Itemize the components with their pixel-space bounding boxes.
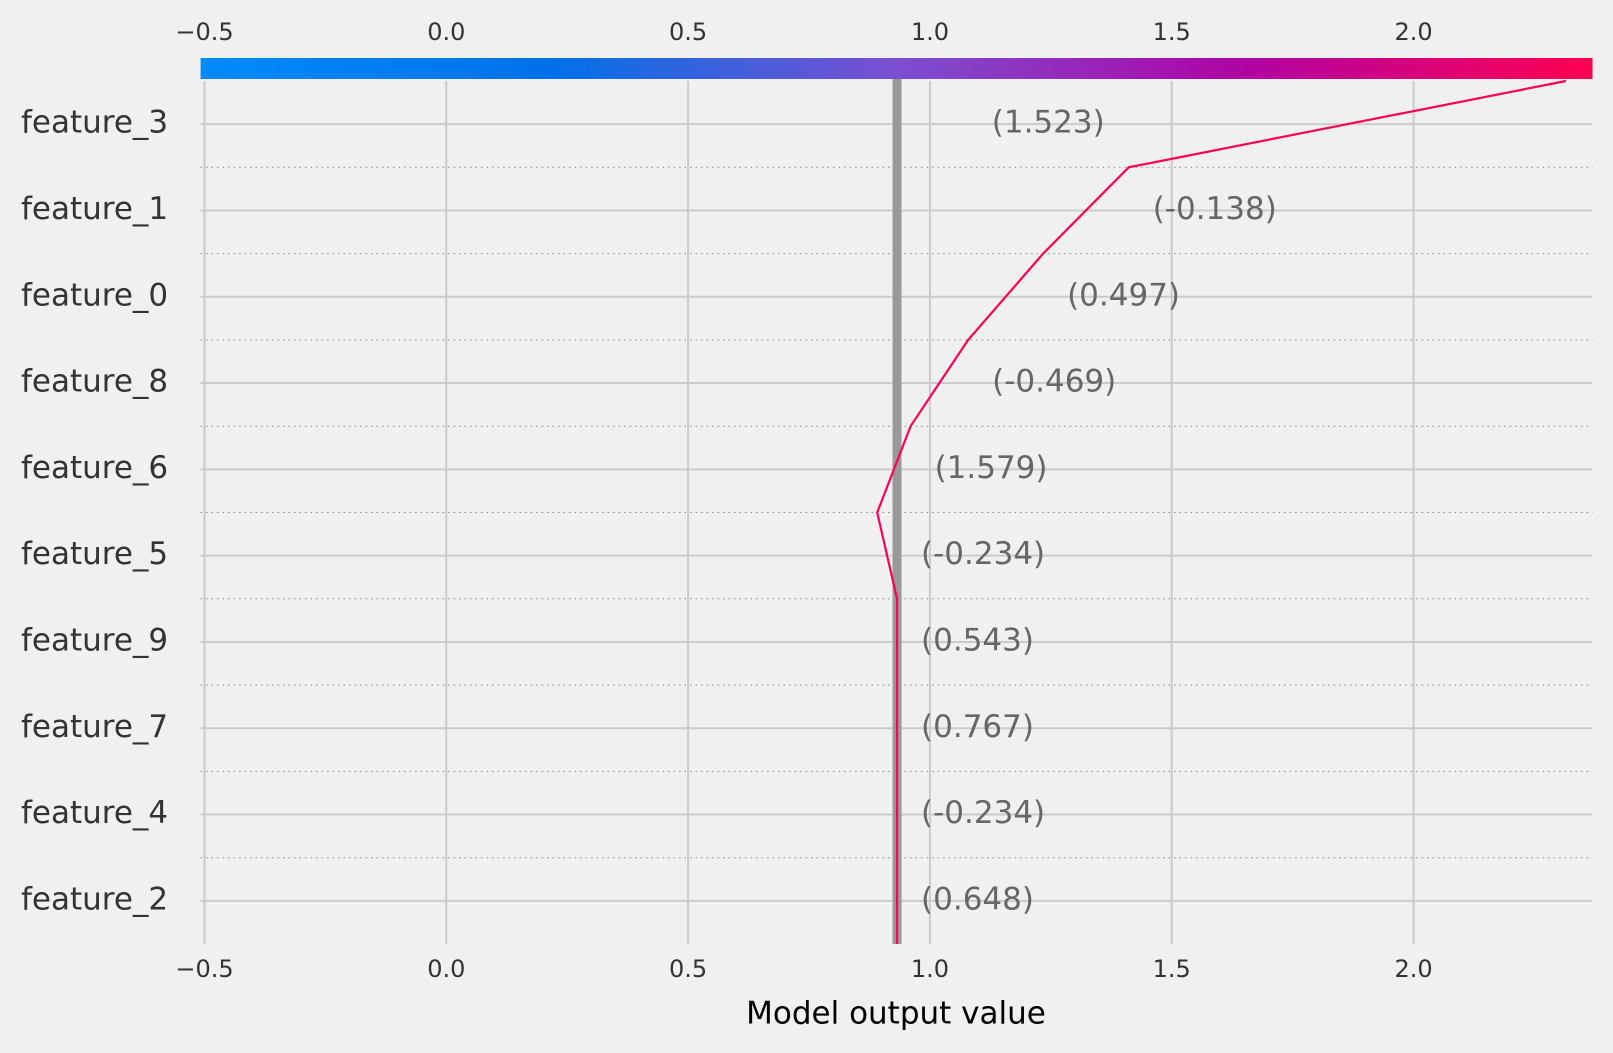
feature-label: feature_7 (21, 709, 168, 745)
x-axis-label: Model output value (746, 996, 1046, 1032)
feature-value-label: (1.579) (935, 450, 1048, 486)
colorbar-tick-label: 1.0 (911, 18, 949, 46)
x-tick-label: 1.5 (1153, 955, 1191, 983)
feature-label: feature_1 (21, 191, 168, 227)
feature-label: feature_5 (21, 536, 168, 572)
colorbar-tick-label: 2.0 (1394, 18, 1432, 46)
feature-label: feature_9 (21, 622, 168, 658)
feature-value-label: (0.648) (921, 881, 1034, 917)
colorbar-tick-label: 0.5 (669, 18, 707, 46)
x-tick-label: 0.5 (669, 955, 707, 983)
colorbar (200, 58, 1593, 79)
x-tick-label: 0.0 (427, 955, 465, 983)
feature-label: feature_2 (21, 881, 168, 917)
feature-value-label: (-0.234) (921, 795, 1045, 831)
feature-label: feature_6 (21, 450, 168, 486)
colorbar-tick-label: 1.5 (1153, 18, 1191, 46)
feature-label: feature_3 (21, 105, 168, 141)
feature-label: feature_4 (21, 795, 168, 831)
feature-value-label: (0.767) (921, 709, 1034, 745)
decision-line (876, 79, 1567, 944)
feature-value-label: (0.543) (921, 622, 1034, 658)
x-tick-label: 2.0 (1394, 955, 1432, 983)
feature-value-label: (-0.138) (1153, 191, 1277, 227)
feature-value-label: (0.497) (1067, 277, 1180, 313)
x-tick-label: −0.5 (175, 955, 233, 983)
colorbar-tick-label: 0.0 (427, 18, 465, 46)
feature-value-label: (1.523) (992, 105, 1105, 141)
feature-value-label: (-0.234) (921, 536, 1045, 572)
feature-label: feature_0 (21, 277, 168, 313)
x-tick-label: 1.0 (911, 955, 949, 983)
colorbar-tick-label: −0.5 (175, 18, 233, 46)
feature-value-label: (-0.469) (992, 364, 1116, 400)
feature-label: feature_8 (21, 364, 168, 400)
